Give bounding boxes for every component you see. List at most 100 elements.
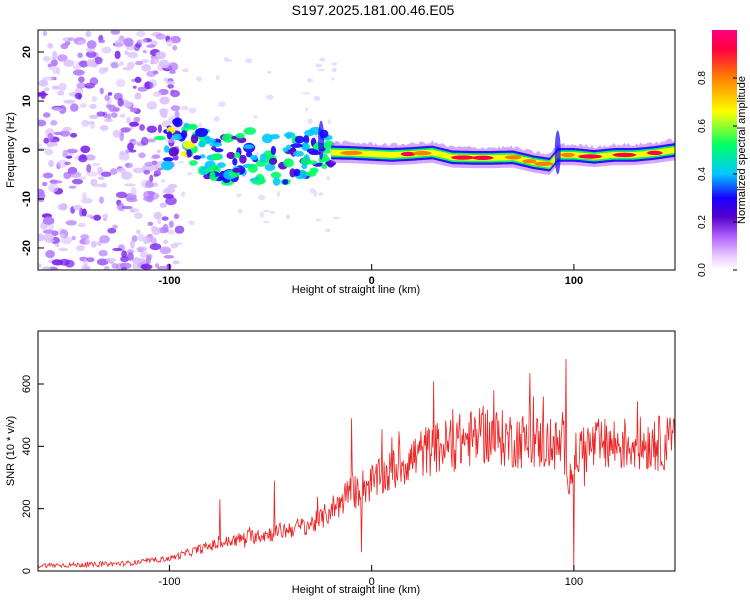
heatmap-noise-cell [276, 191, 281, 197]
heatmap-noise-cell [215, 75, 220, 81]
heatmap-peak-cell [534, 161, 554, 166]
heatmap-noise-cell [332, 67, 337, 73]
heatmap-turbulent-cell [264, 163, 276, 171]
heatmap-noise-cell [325, 228, 331, 233]
heatmap-noise-cell [110, 30, 121, 35]
heatmap-noise-cell [91, 96, 98, 102]
heatmap-noise-cell [112, 107, 120, 112]
heatmap-noise-cell [50, 59, 58, 67]
heatmap-turbulent-cell [239, 154, 247, 164]
heatmap-noise-cell [69, 171, 82, 178]
heatmap-y-ticks: -20 -10 0 10 20 [21, 46, 44, 256]
heatmap-noise-cell [238, 208, 243, 214]
heatmap-noise-cell [38, 234, 44, 242]
heatmap-noise-cell [48, 183, 59, 193]
heatmap-noise-cell [118, 152, 130, 161]
heatmap-noise-cell [132, 167, 144, 174]
heatmap-noise-cell [151, 226, 161, 236]
heatmap-turbulent-cell [262, 133, 273, 144]
heatmap-noise-cell [140, 264, 153, 270]
heatmap-noise-cell [143, 81, 154, 90]
heatmap-noise-cell [42, 234, 54, 241]
snr-x-tick-label: -100 [158, 576, 180, 588]
heatmap-noise-cell [267, 70, 272, 74]
heatmap-turbulent-cell [300, 157, 312, 166]
heatmap-noise-cell [127, 51, 138, 59]
heatmap-noise-cell [115, 191, 128, 199]
heatmap-noise-cell [126, 249, 135, 254]
heatmap-noise-cell [149, 174, 154, 183]
heatmap-noise-cell [135, 229, 141, 235]
heatmap-turbulent-cell [243, 144, 254, 149]
heatmap-noise-cell [313, 95, 321, 101]
heatmap-noise-cell [157, 218, 162, 225]
heatmap-turbulent-cell [294, 135, 305, 144]
heatmap-turbulent-cell [173, 117, 183, 128]
snr-plot-area [38, 331, 675, 571]
heatmap-noise-cell [104, 94, 110, 101]
heatmap-turbulent-cell [321, 163, 328, 169]
heatmap-noise-cell [99, 87, 104, 95]
heatmap-turbulent-cell [195, 127, 208, 138]
heatmap-noise-cell [126, 117, 131, 124]
heatmap-noise-cell [236, 193, 242, 198]
heatmap-noise-cell [315, 218, 322, 222]
heatmap-noise-cell [195, 76, 202, 82]
heatmap-noise-cell [255, 151, 260, 156]
heatmap-noise-cell [169, 70, 176, 74]
heatmap-turbulent-cell [186, 149, 192, 157]
heatmap-noise-cell [144, 181, 154, 189]
heatmap-turbulent-cell [211, 146, 217, 151]
heatmap-noise-cell [78, 76, 85, 83]
heatmap-peak-cell [578, 154, 602, 159]
heatmap-noise-cell [262, 209, 271, 213]
colorbar-tick-label: 0.2 [697, 215, 708, 229]
heatmap-noise-cell [119, 61, 124, 66]
heatmap-noise-cell [57, 90, 65, 96]
heatmap-noise-cell [331, 77, 335, 81]
heatmap-noise-cell [55, 243, 60, 248]
heatmap-noise-cell [42, 229, 55, 234]
heatmap-y-tick-label: -20 [21, 240, 33, 256]
heatmap-noise-cell [131, 235, 138, 243]
heatmap-turbulent-cell [272, 177, 281, 186]
heatmap-noise-cell [79, 103, 87, 108]
heatmap-noise-cell [121, 205, 133, 210]
heatmap-noise-cell [68, 185, 77, 189]
heatmap-noise-cell [42, 112, 51, 118]
heatmap-noise-cell [318, 192, 324, 196]
heatmap-x-tick-label: 100 [565, 275, 583, 287]
heatmap-x-label: Height of straight line (km) [292, 284, 420, 296]
chart-title: S197.2025.181.00.46.E05 [292, 2, 455, 18]
heatmap-noise-cell [90, 120, 96, 130]
heatmap-noise-cell [182, 68, 190, 73]
heatmap-noise-cell [159, 246, 172, 255]
heatmap-noise-cell [80, 145, 91, 154]
heatmap-noise-cell [152, 91, 162, 97]
heatmap-noise-cell [139, 251, 149, 258]
heatmap-noise-cell [147, 138, 156, 143]
heatmap-noise-cell [89, 103, 97, 110]
heatmap-noise-cell [124, 162, 134, 169]
heatmap-noise-cell [112, 247, 123, 252]
heatmap-turbulent-cell [189, 160, 198, 166]
heatmap-noise-cell [104, 118, 113, 123]
heatmap-noise-cell [218, 101, 226, 107]
heatmap-noise-cell [51, 106, 63, 112]
heatmap-y-tick-label: 10 [21, 95, 33, 107]
heatmap-turbulent-cell [213, 148, 224, 153]
heatmap-noise-cell [307, 118, 313, 125]
heatmap-noise-cell [167, 229, 175, 235]
heatmap-noise-cell [42, 216, 55, 225]
heatmap-noise-cell [130, 107, 138, 113]
heatmap-noise-cell [59, 233, 65, 238]
heatmap-noise-cell [77, 52, 83, 59]
heatmap-noise-cell [112, 224, 118, 230]
heatmap-noise-cell [156, 149, 161, 154]
heatmap-noise-cell [135, 60, 144, 66]
heatmap-peak-cell [647, 150, 663, 156]
heatmap-noise-cell [99, 235, 110, 244]
heatmap-turbulent-cell [282, 179, 289, 185]
colorbar-ticks: 0.0 0.2 0.4 0.6 0.8 [697, 71, 737, 277]
